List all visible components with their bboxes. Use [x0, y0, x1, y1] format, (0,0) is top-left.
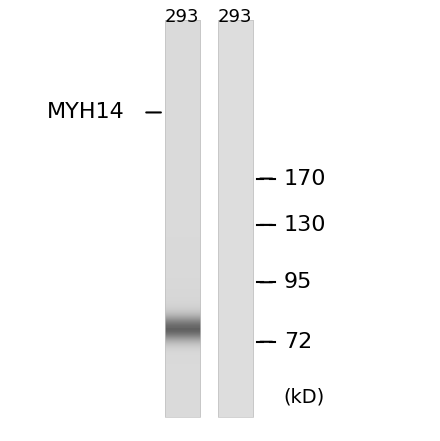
Bar [218, 20, 253, 417]
Text: 293: 293 [165, 8, 199, 26]
Text: 293: 293 [217, 8, 252, 26]
Text: (kD): (kD) [284, 387, 325, 407]
Text: 72: 72 [284, 332, 312, 352]
Text: 130: 130 [284, 215, 326, 235]
Text: MYH14: MYH14 [47, 102, 125, 123]
Bar [165, 20, 200, 417]
Text: 170: 170 [284, 168, 326, 189]
Text: 95: 95 [284, 272, 312, 292]
